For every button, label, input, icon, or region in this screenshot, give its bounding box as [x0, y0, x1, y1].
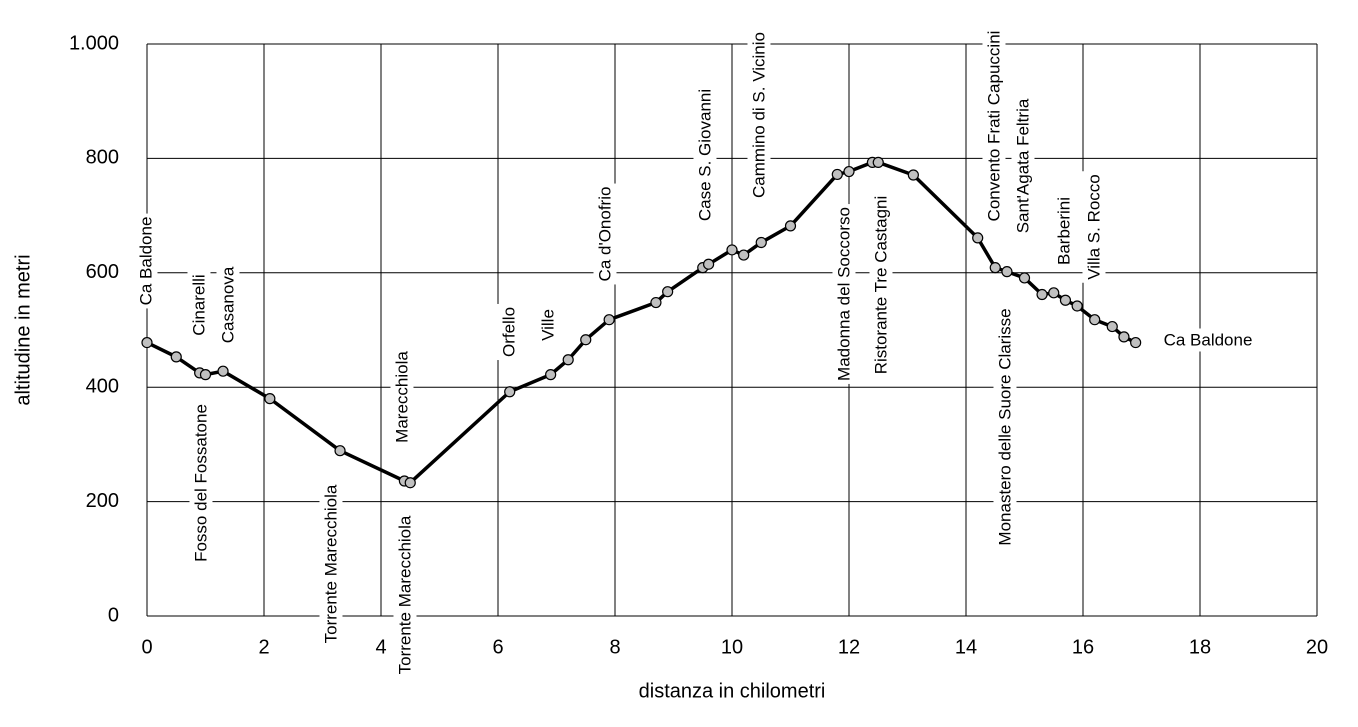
point	[562, 354, 574, 366]
point	[662, 286, 674, 298]
point	[1059, 294, 1072, 306]
annotation: Barberini	[1054, 197, 1073, 265]
x-tick-label: 8	[609, 636, 620, 658]
point	[1071, 300, 1083, 312]
annotation-background	[536, 306, 560, 344]
annotation-background	[1052, 193, 1076, 269]
annotation: Madonna del Soccorso	[834, 207, 853, 381]
x-tick-label: 12	[838, 636, 860, 658]
annotation: Ca Baldone	[1164, 330, 1253, 349]
x-tick-label: 18	[1189, 636, 1211, 658]
point	[404, 477, 416, 489]
annotation-background	[993, 305, 1017, 549]
annotation-background	[134, 213, 158, 309]
annotation-background	[319, 481, 343, 647]
annotation-background	[832, 204, 856, 384]
y-tick-label: 0	[108, 604, 119, 626]
annotation: Sant'Agata Feltria	[1013, 98, 1032, 233]
point	[843, 165, 855, 178]
point	[504, 386, 516, 398]
point	[650, 296, 662, 309]
point	[264, 393, 276, 405]
annotation-background	[869, 192, 893, 378]
point	[989, 262, 1001, 274]
point	[1001, 266, 1013, 278]
annotation-background	[187, 271, 211, 339]
point	[334, 445, 346, 457]
y-axis-title: altitudine in metri	[12, 254, 34, 405]
point	[217, 365, 229, 377]
x-tick-label: 14	[955, 636, 977, 658]
annotation: Cinarelli	[189, 274, 208, 335]
annotation-background	[497, 303, 521, 361]
point	[831, 168, 843, 181]
x-tick-label: 4	[375, 636, 386, 658]
annotation-background	[189, 401, 213, 565]
point	[738, 249, 750, 261]
point	[1106, 320, 1118, 333]
y-tick-label: 600	[86, 261, 119, 283]
annotation: Fosso del Fossatone	[191, 404, 210, 562]
annotation: Ca Baldone	[136, 217, 155, 306]
annotation-background	[982, 27, 1006, 225]
point	[872, 156, 884, 169]
point	[1048, 287, 1060, 299]
annotation: Casanova	[218, 266, 237, 343]
y-tick-label: 1.000	[69, 32, 119, 54]
y-tick-label: 200	[86, 490, 119, 512]
annotation-background	[390, 347, 414, 446]
point	[1089, 314, 1101, 326]
annotation-background	[393, 512, 417, 678]
point	[1018, 272, 1031, 284]
annotation: Ristorante Tre Castagni	[871, 196, 890, 375]
point	[603, 314, 615, 326]
annotation-background	[693, 85, 717, 225]
y-tick-label: 400	[86, 375, 119, 397]
point	[170, 351, 182, 363]
point	[784, 220, 797, 232]
point	[545, 369, 557, 381]
annotation: Case S. Giovanni	[695, 89, 714, 221]
annotation: Ville	[538, 309, 557, 341]
annotation: Villa S. Rocco	[1084, 174, 1103, 280]
x-tick-label: 10	[721, 636, 743, 658]
annotations: Ca Baldone Cinarelli Casanova Fosso del Fos…	[134, 27, 1256, 678]
x-tick-label: 20	[1306, 636, 1328, 658]
annotation: Ca d'Onofrio	[595, 187, 614, 282]
annotation-background	[593, 183, 617, 285]
annotation: Monastero delle Suore Clarisse	[995, 308, 1014, 545]
point	[726, 244, 738, 256]
annotation-background	[1160, 328, 1256, 352]
annotation: Torrente Marecchiola	[395, 515, 414, 674]
annotation-background	[1082, 171, 1106, 283]
x-tick-label: 16	[1072, 636, 1094, 658]
x-axis-title: distanza in chilometri	[639, 680, 826, 702]
point	[755, 236, 767, 249]
annotation-background	[216, 263, 240, 347]
annotation: Cammino di S. Vicinio	[749, 32, 768, 198]
x-tick-label: 0	[141, 636, 152, 658]
point	[141, 336, 153, 349]
x-tick-label: 6	[492, 636, 503, 658]
annotation: Marecchiola	[392, 351, 411, 443]
annotation-background	[747, 29, 771, 201]
point	[972, 232, 984, 244]
point	[199, 369, 212, 381]
point	[1036, 288, 1048, 301]
point	[1130, 336, 1142, 349]
marks	[141, 156, 1142, 489]
x-tick-label: 2	[258, 636, 269, 658]
point	[1118, 331, 1130, 343]
point	[580, 334, 592, 346]
point	[907, 169, 919, 181]
annotation: Torrente Marecchiola	[321, 484, 340, 643]
annotation: Orfello	[499, 307, 518, 357]
annotation-background	[1011, 95, 1035, 237]
point	[702, 258, 715, 270]
annotation: Convento Frati Capuccini	[984, 31, 1003, 222]
y-tick-label: 800	[86, 147, 119, 169]
